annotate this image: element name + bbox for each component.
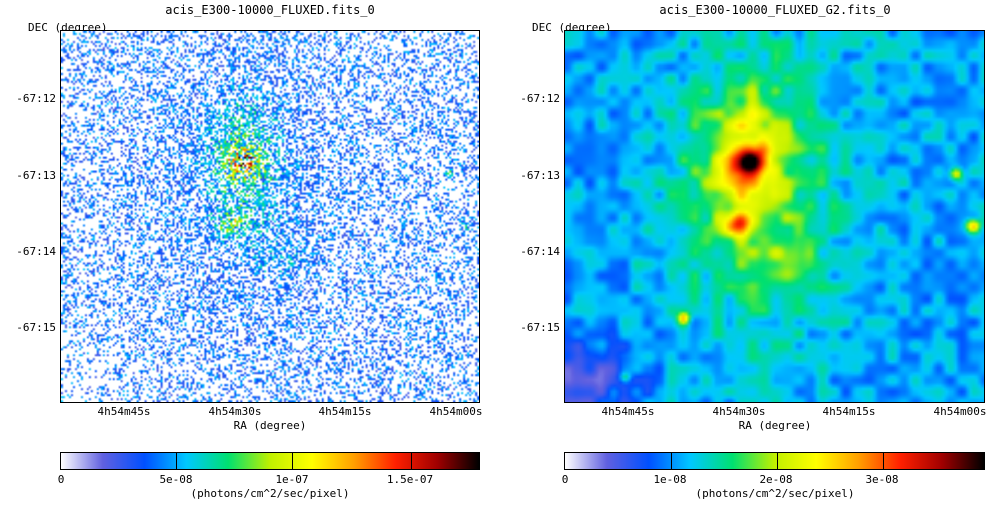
colorbar-tick-label: 1e-07 [275, 473, 309, 486]
colorbar-divider [411, 453, 412, 469]
image-title-left: acis_E300-10000_FLUXED.fits_0 [165, 3, 375, 17]
image-canvas-right[interactable] [564, 30, 985, 403]
colorbar-divider [292, 453, 293, 469]
colorbar-divider [671, 453, 672, 469]
image-canvas-left[interactable] [60, 30, 480, 403]
dec-tick-label: -67:15 [520, 321, 560, 334]
colorbar-tick-label: 1e-08 [653, 473, 687, 486]
ra-tick-label: 4h54m00s [429, 405, 483, 418]
ra-axis-label-right: RA (degree) [738, 419, 812, 432]
dec-tick-label: -67:12 [16, 92, 56, 105]
flux-image-right [565, 31, 984, 402]
dec-tick-label: -67:13 [520, 169, 560, 182]
colorbar-tick-label: 1.5e-07 [386, 473, 434, 486]
colorbar-tick-label: 3e-08 [865, 473, 899, 486]
colorbar-tick-label: 0 [57, 473, 65, 486]
ra-tick-label: 4h54m45s [601, 405, 655, 418]
colorbar-unit-right: (photons/cm^2/sec/pixel) [695, 487, 855, 500]
image-title-right: acis_E300-10000_FLUXED_G2.fits_0 [659, 3, 891, 17]
colorbar-tick-label: 5e-08 [159, 473, 193, 486]
ra-tick-label: 4h54m30s [712, 405, 766, 418]
ra-tick-label: 4h54m30s [208, 405, 262, 418]
colorbar-divider [883, 453, 884, 469]
colorbar-divider [777, 453, 778, 469]
dec-tick-label: -67:12 [520, 92, 560, 105]
dec-tick-label: -67:14 [520, 245, 560, 258]
ra-tick-label: 4h54m15s [318, 405, 372, 418]
ra-tick-label: 4h54m45s [97, 405, 151, 418]
colorbar-tick-label: 2e-08 [759, 473, 793, 486]
colorbar-divider [176, 453, 177, 469]
colorbar-right [564, 452, 985, 470]
ra-axis-label-left: RA (degree) [233, 419, 307, 432]
dec-tick-label: -67:15 [16, 321, 56, 334]
dec-tick-label: -67:14 [16, 245, 56, 258]
ra-tick-label: 4h54m00s [933, 405, 987, 418]
colorbar-tick-label: 0 [561, 473, 569, 486]
colorbar-left [60, 452, 480, 470]
colorbar-unit-left: (photons/cm^2/sec/pixel) [190, 487, 350, 500]
dec-tick-label: -67:13 [16, 169, 56, 182]
flux-image-left [61, 31, 479, 402]
ra-tick-label: 4h54m15s [822, 405, 876, 418]
